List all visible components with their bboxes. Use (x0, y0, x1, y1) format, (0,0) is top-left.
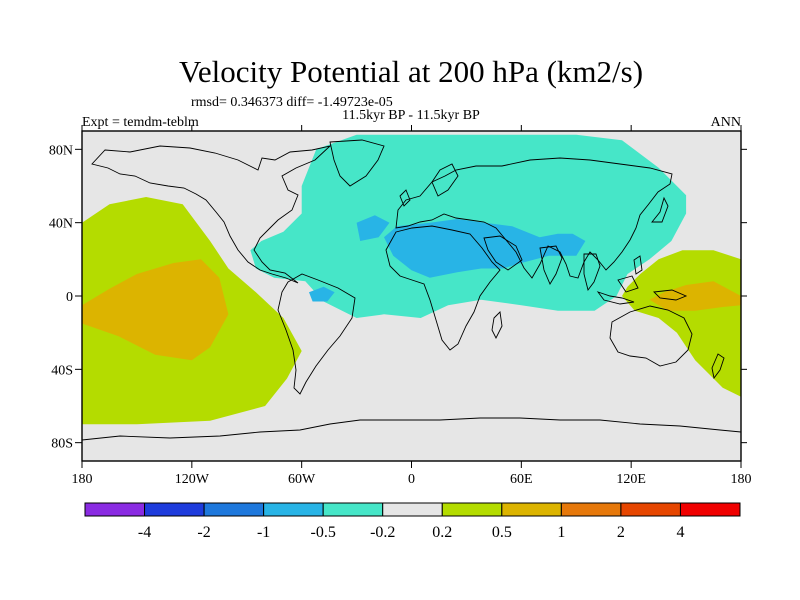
colorbar-label: -2 (197, 524, 210, 541)
colorbar-label: 0.2 (432, 524, 452, 541)
colorbar-box (560, 502, 622, 517)
colorbar-box (679, 502, 741, 517)
colorbar-label: 0.5 (492, 524, 512, 541)
x-tick-label: 0 (408, 472, 415, 487)
y-tick-label: 40N (49, 217, 73, 232)
coast-indochina (583, 253, 601, 292)
coast-india (539, 245, 563, 285)
colorbar-label: -4 (138, 524, 151, 541)
colorbar-box (263, 502, 324, 517)
x-tick-label: 180 (72, 472, 93, 487)
coast-indonesia (596, 275, 688, 305)
coast-australia (609, 305, 693, 367)
center-label: 11.5kyr BP - 11.5kyr BP (342, 108, 480, 123)
x-tick-label: 120W (175, 472, 210, 487)
colorbar-box (84, 502, 146, 517)
colorbar-box (620, 502, 681, 517)
field-region-north-africa-arabia (384, 219, 586, 278)
colorbar-label: 4 (676, 524, 684, 541)
colorbar-box (144, 502, 205, 517)
coast-greenland (329, 139, 385, 187)
coast-scandinavia (431, 163, 459, 197)
y-tick-label: 80N (49, 143, 73, 158)
coastlines (82, 139, 741, 441)
y-tick-label: 80S (51, 437, 73, 452)
colorbar-box (203, 502, 265, 517)
coast-antarctica (82, 417, 741, 441)
colorbar-box (501, 502, 562, 517)
field-region-maritime-continent-core (649, 281, 741, 311)
coast-madagascar (491, 311, 503, 340)
colorbar-label: -1 (257, 524, 270, 541)
coast-north-america (91, 145, 332, 284)
chart-title: Velocity Potential at 200 hPa (km2/s) (179, 54, 643, 89)
coast-japan (633, 196, 669, 275)
colorbar-label: 1 (557, 524, 565, 541)
x-tick-label: 60E (510, 472, 533, 487)
coast-arabia (483, 235, 523, 271)
colorbar-label: -0.5 (311, 524, 336, 541)
colorbar-box (322, 502, 384, 517)
left-label: Expt = temdm-teblm (82, 115, 199, 130)
colorbar-box (441, 502, 503, 517)
x-tick-label: 120E (616, 472, 646, 487)
coast-south-america (277, 273, 356, 395)
field-region-amazon-spot (309, 286, 335, 302)
colorbar: -4 -2 -1 -0.5 -0.2 0.2 0.5 1 2 4 (84, 502, 741, 541)
coast-british-isles (399, 189, 411, 207)
axes: 180 120W 60W 0 60E 120E 180 80N 40N 0 40S 80S (49, 125, 752, 487)
y-tick-label: 40S (51, 363, 73, 378)
field-region-north-atlantic-spot (356, 215, 390, 241)
coast-new-zealand (711, 353, 725, 380)
x-tick-label: 60W (288, 472, 316, 487)
right-label: ANN (711, 115, 741, 130)
coast-eurasia (395, 157, 673, 279)
colorbar-label: -0.2 (370, 524, 395, 541)
coast-africa (385, 225, 501, 351)
field-region-pacific-core (82, 259, 229, 361)
colorbar-box (382, 502, 443, 517)
y-tick-label: 0 (66, 290, 73, 305)
x-tick-label: 180 (731, 472, 752, 487)
stats-line: rmsd= 0.346373 diff= -1.49723e-05 (191, 95, 393, 110)
colorbar-label: 2 (617, 524, 625, 541)
